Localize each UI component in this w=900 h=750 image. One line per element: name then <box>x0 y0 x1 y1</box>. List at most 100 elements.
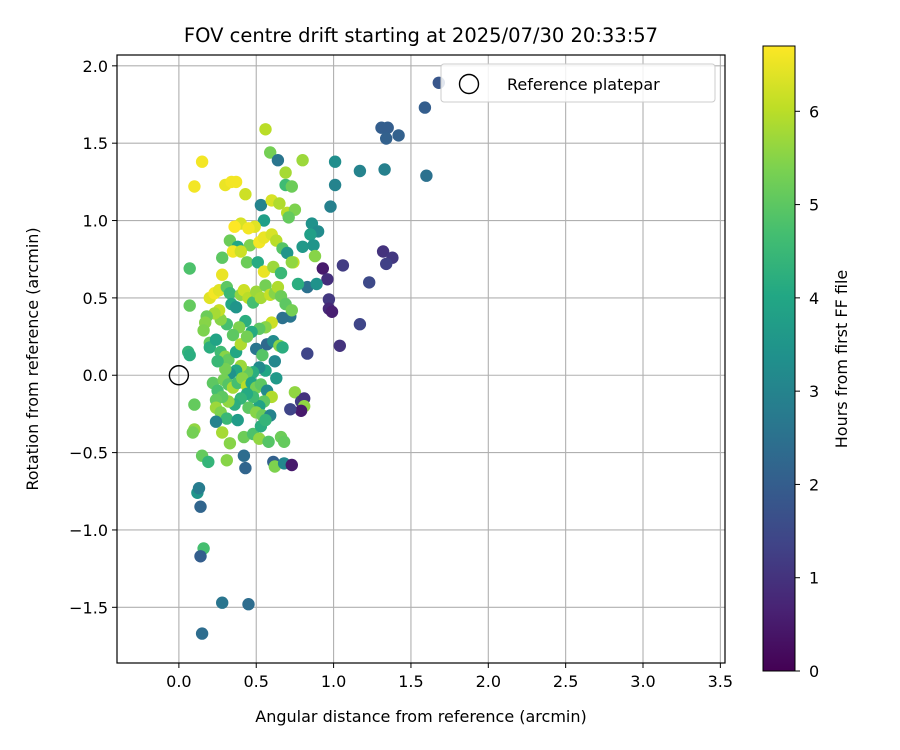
data-point <box>223 287 237 300</box>
data-point <box>353 318 367 331</box>
data-points <box>182 76 445 640</box>
x-tick-label: 3.0 <box>630 672 655 691</box>
data-point <box>237 449 251 462</box>
data-point <box>262 435 275 448</box>
data-point <box>353 164 367 178</box>
data-point <box>328 178 342 192</box>
data-point <box>239 188 252 201</box>
data-point <box>259 413 272 427</box>
data-point <box>333 339 346 352</box>
data-point <box>328 155 342 168</box>
data-point <box>194 500 207 513</box>
data-point <box>234 245 247 258</box>
data-point <box>188 398 201 411</box>
colorbar-tick-label: 2 <box>809 475 819 494</box>
data-point <box>325 305 339 318</box>
legend-entry-reference-platepar: Reference platepar <box>507 75 660 94</box>
data-point <box>194 550 207 563</box>
data-point <box>294 404 308 417</box>
plot-frame <box>116 54 726 664</box>
x-tick-label: 2.0 <box>476 672 501 691</box>
data-point <box>216 268 229 281</box>
data-point <box>257 265 271 278</box>
data-point <box>273 197 286 210</box>
data-point <box>307 239 320 252</box>
colorbar-tick-label: 1 <box>809 569 819 588</box>
data-point <box>202 455 215 469</box>
y-tick-label: −1.0 <box>69 521 108 540</box>
reference-platepar-marker <box>168 365 190 386</box>
data-point <box>216 596 229 609</box>
legend-box <box>440 63 716 103</box>
data-point <box>259 279 272 292</box>
data-point <box>242 598 255 611</box>
data-point <box>420 169 433 182</box>
data-point <box>192 482 206 495</box>
data-point <box>321 273 334 286</box>
data-point <box>282 211 295 224</box>
y-tick-label: −1.5 <box>69 598 108 617</box>
y-axis-ticks: −1.5 −1.0 −0.5 0.0 0.5 1.0 1.5 2.0 <box>69 57 117 617</box>
colorbar: 0 1 2 3 4 5 6 Hours from first FF file <box>762 45 851 681</box>
data-point <box>253 432 266 445</box>
data-point <box>231 413 244 427</box>
data-point <box>274 266 288 280</box>
data-point <box>222 353 235 366</box>
grid <box>117 55 725 663</box>
data-point <box>228 220 241 233</box>
data-point <box>284 403 297 416</box>
data-point <box>281 246 294 260</box>
colorbar-label: Hours from first FF file <box>832 270 851 449</box>
data-point <box>242 222 255 235</box>
y-tick-label: 1.0 <box>83 212 108 231</box>
data-point <box>279 166 292 179</box>
data-point <box>316 262 329 275</box>
data-point <box>211 355 224 368</box>
x-axis-label: Angular distance from reference (arcmin) <box>255 707 586 726</box>
data-point <box>209 415 223 428</box>
chart-title: FOV centre drift starting at 2025/07/30 … <box>184 24 658 47</box>
x-tick-label: 1.0 <box>321 672 346 691</box>
data-point <box>324 200 337 213</box>
data-point <box>183 262 196 275</box>
data-point <box>270 372 283 385</box>
data-point <box>304 228 317 241</box>
data-point <box>285 256 298 269</box>
x-tick-label: 1.5 <box>398 672 423 691</box>
data-point <box>276 341 289 354</box>
data-point <box>239 461 252 475</box>
data-point <box>209 333 223 346</box>
data-point <box>220 454 233 467</box>
data-point <box>195 627 209 640</box>
colorbar-tick-label: 5 <box>809 196 819 215</box>
data-point <box>288 386 302 399</box>
data-point <box>186 426 199 439</box>
colorbar-tick-label: 3 <box>809 382 819 401</box>
data-point <box>310 277 323 291</box>
y-tick-label: 0.5 <box>83 289 108 308</box>
y-tick-label: −0.5 <box>69 444 108 463</box>
data-point <box>257 214 271 227</box>
data-point <box>240 330 254 343</box>
data-point <box>336 259 350 272</box>
data-point <box>256 348 269 362</box>
data-point <box>378 163 391 176</box>
data-point <box>220 412 233 425</box>
legend-open-circle-marker <box>458 73 480 95</box>
data-point <box>376 245 390 258</box>
data-point <box>296 240 309 253</box>
data-point <box>381 121 394 134</box>
data-point <box>322 293 336 306</box>
data-point <box>277 435 291 448</box>
data-point <box>254 198 268 212</box>
data-point <box>268 460 281 473</box>
colorbar-tick-label: 6 <box>809 102 819 121</box>
data-point <box>219 362 232 376</box>
data-point <box>296 154 309 167</box>
data-point <box>229 301 243 314</box>
data-point <box>226 328 240 342</box>
y-axis-label: Rotation from reference (arcmin) <box>23 227 42 490</box>
data-point <box>380 257 393 271</box>
y-tick-label: 1.5 <box>83 134 108 153</box>
data-point <box>308 249 322 263</box>
